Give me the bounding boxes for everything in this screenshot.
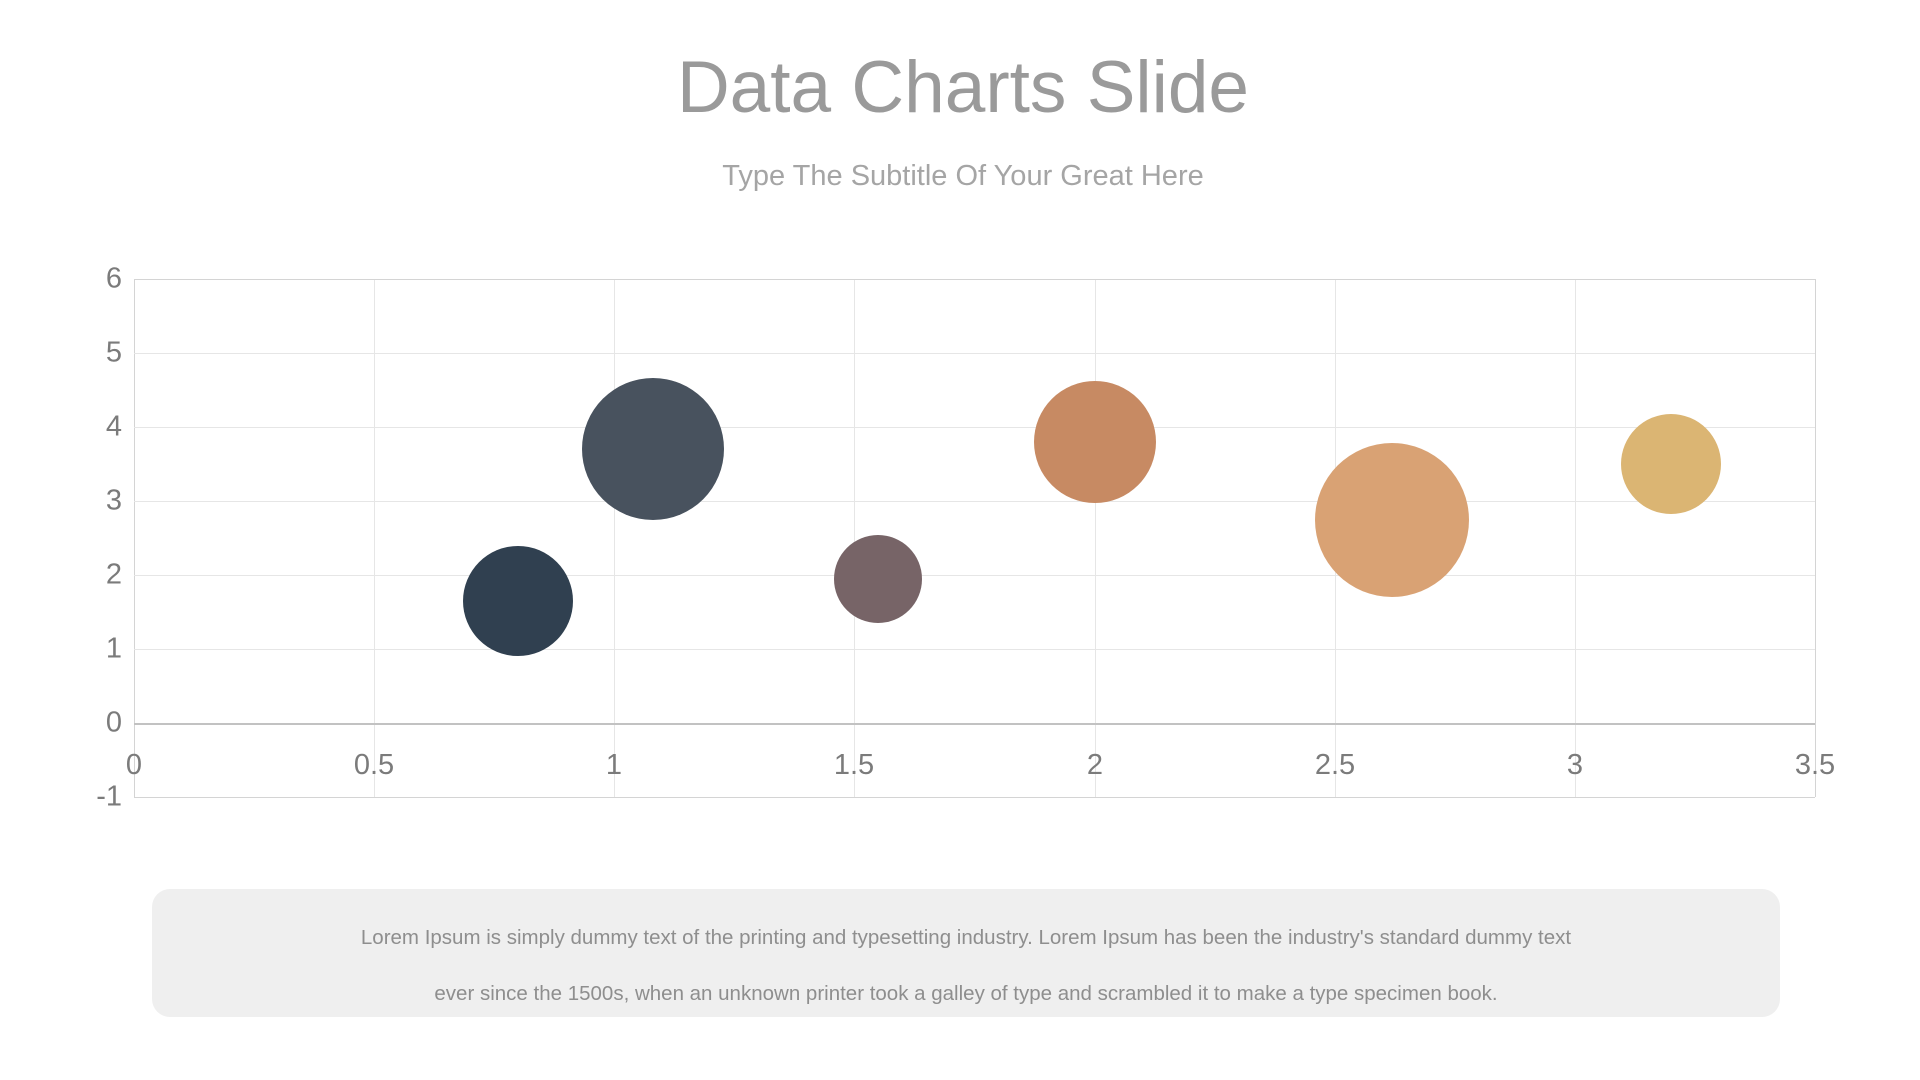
y-axis-tick-label: 1 (105, 632, 122, 665)
gridline-horizontal (134, 353, 1815, 354)
x-axis-tick-label: 0.5 (353, 749, 395, 781)
x-axis-tick-label: 2.5 (1314, 749, 1356, 781)
description-line-1: Lorem Ipsum is simply dummy text of the … (360, 926, 1572, 949)
x-axis-tick-label: 1 (605, 749, 623, 781)
gridline-horizontal (134, 649, 1815, 650)
gridline-horizontal (134, 501, 1815, 502)
y-axis-tick-label: 0 (105, 706, 122, 739)
x-axis-tick-label: 3.5 (1794, 749, 1836, 781)
slide-title: Data Charts Slide (676, 47, 1250, 128)
gridline-horizontal (134, 427, 1815, 428)
chart-bubble-5 (1315, 443, 1469, 597)
y-axis-tick-label: 6 (105, 262, 122, 295)
gridline-vertical (614, 279, 615, 797)
gridline-horizontal (134, 575, 1815, 576)
chart-bubble-4 (1034, 381, 1156, 503)
y-axis-tick-label: 3 (105, 484, 122, 517)
y-axis-tick-label: 4 (105, 410, 122, 443)
x-axis-tick-label: 0 (125, 749, 143, 781)
chart-bubble-3 (834, 535, 922, 623)
description-line-2: ever since the 1500s, when an unknown pr… (434, 982, 1498, 1005)
x-axis-zero-line (134, 723, 1815, 725)
gridline-vertical (1095, 279, 1096, 797)
gridline-vertical (134, 279, 135, 797)
y-axis-tick-label: 5 (105, 336, 122, 369)
chart-bubble-1 (463, 546, 573, 656)
y-axis-tick-label: 2 (105, 558, 122, 591)
description-box: Lorem Ipsum is simply dummy text of the … (152, 889, 1780, 1017)
gridline-horizontal (134, 797, 1815, 798)
x-axis-tick-label: 3 (1566, 749, 1584, 781)
x-axis-tick-label: 2 (1086, 749, 1104, 781)
y-axis-tick-label: -1 (96, 780, 122, 813)
gridline-vertical (374, 279, 375, 797)
chart-bubble-6 (1621, 414, 1721, 514)
gridline-vertical (1575, 279, 1576, 797)
x-axis-tick-label: 1.5 (833, 749, 875, 781)
gridline-vertical (1815, 279, 1816, 797)
gridline-horizontal (134, 279, 1815, 280)
slide-subtitle: Type The Subtitle Of Your Great Here (722, 160, 1204, 192)
chart-bubble-2 (582, 378, 724, 520)
gridline-vertical (854, 279, 855, 797)
